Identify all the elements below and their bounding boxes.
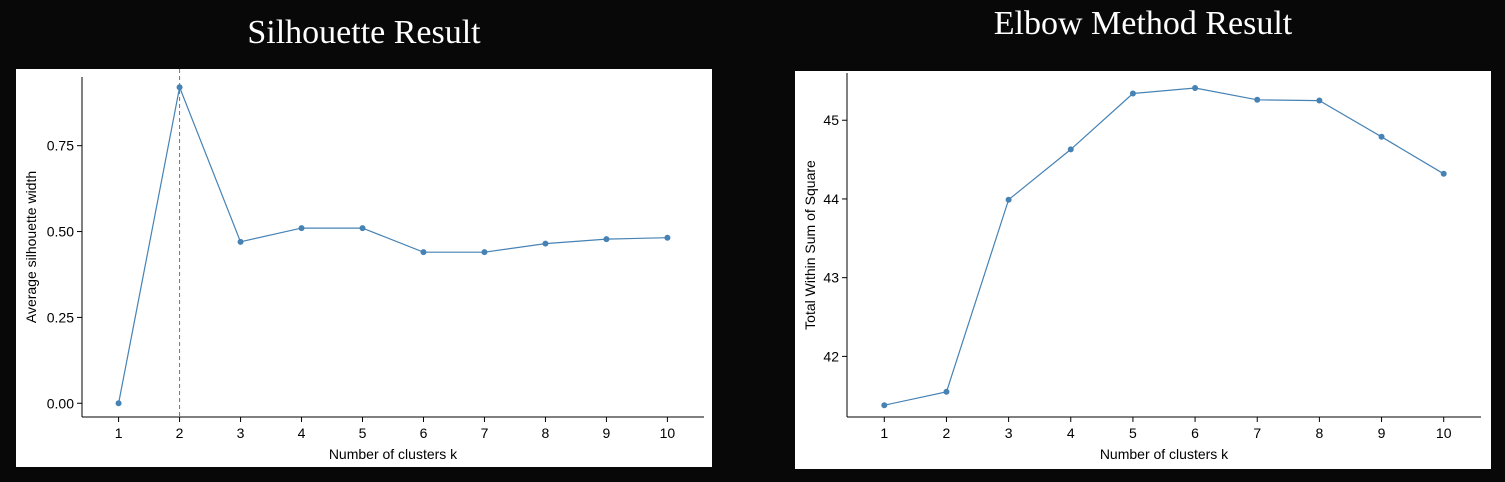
silhouette-data-point [176,84,183,91]
elbow-y-axis-title: Total Within Sum of Square [802,160,818,330]
silhouette-data-point [298,225,305,232]
elbow-x-tick-label: 1 [880,425,888,441]
silhouette-x-tick-label: 7 [481,425,489,441]
elbow-x-tick-label: 5 [1129,425,1137,441]
elbow-x-tick-label: 2 [943,425,951,441]
silhouette-x-tick-label: 8 [542,425,550,441]
elbow-y-tick-label: 42 [823,348,839,364]
silhouette-data-point [359,225,366,232]
silhouette-x-tick-label: 2 [176,425,184,441]
silhouette-data-point [542,240,549,247]
silhouette-x-tick-label: 4 [298,425,306,441]
elbow-series-line [884,87,1445,406]
elbow-x-tick-label: 7 [1253,425,1261,441]
silhouette-x-tick-label: 9 [603,425,611,441]
silhouette-x-tick-label: 5 [359,425,367,441]
elbow-data-point [1254,96,1261,103]
elbow-data-point [1005,196,1012,203]
elbow-y-tick-label: 44 [823,191,839,207]
elbow-x-axis-title: Number of clusters k [1100,446,1229,462]
elbow-x-tick-label: 3 [1005,425,1013,441]
silhouette-x-axis-title: Number of clusters k [329,446,458,462]
elbow-x-tick-label: 4 [1067,425,1075,441]
elbow-x-tick-label: 8 [1315,425,1323,441]
elbow-y-tick-label: 45 [823,112,839,128]
silhouette-x-tick-label: 1 [115,425,123,441]
elbow-data-point [943,388,950,395]
silhouette-x-tick-label: 3 [237,425,245,441]
silhouette-chart-title: Silhouette Result [247,14,481,51]
silhouette-data-point [115,400,122,407]
silhouette-y-tick-label: 0.25 [47,309,74,325]
silhouette-data-point [481,249,488,256]
elbow-data-point [1378,133,1385,140]
silhouette-y-tick-label: 0.75 [47,138,74,154]
silhouette-data-point [420,249,427,256]
silhouette-data-point [603,236,610,243]
silhouette-x-tick-label: 10 [660,425,676,441]
silhouette-y-tick-label: 0.50 [47,224,74,240]
elbow-data-point [1316,97,1323,104]
elbow-y-tick-label: 43 [823,270,839,286]
silhouette-x-tick-label: 6 [420,425,428,441]
elbow-data-point [1067,146,1074,153]
silhouette-series-line [118,85,668,404]
elbow-x-tick-label: 9 [1378,425,1386,441]
silhouette-data-point [237,238,244,245]
elbow-x-tick-label: 10 [1436,425,1452,441]
elbow-data-point [1192,84,1199,91]
silhouette-y-axis-title: Average silhouette width [23,171,39,323]
silhouette-data-point [664,234,671,241]
silhouette-chart: 0.00 0.25 0.50 0.75 1 2 3 4 5 6 7 8 9 10 Number of clu… [23,69,704,462]
elbow-data-point [1129,90,1136,97]
elbow-data-point [1440,170,1447,177]
silhouette-chart-panel: 0.00 0.25 0.50 0.75 1 2 3 4 5 6 7 8 9 10 Number of clu… [16,69,712,467]
elbow-x-tick-label: 6 [1191,425,1199,441]
silhouette-y-tick-label: 0.00 [47,395,74,411]
elbow-chart-title: Elbow Method Result [993,5,1293,42]
elbow-data-point [881,402,888,409]
